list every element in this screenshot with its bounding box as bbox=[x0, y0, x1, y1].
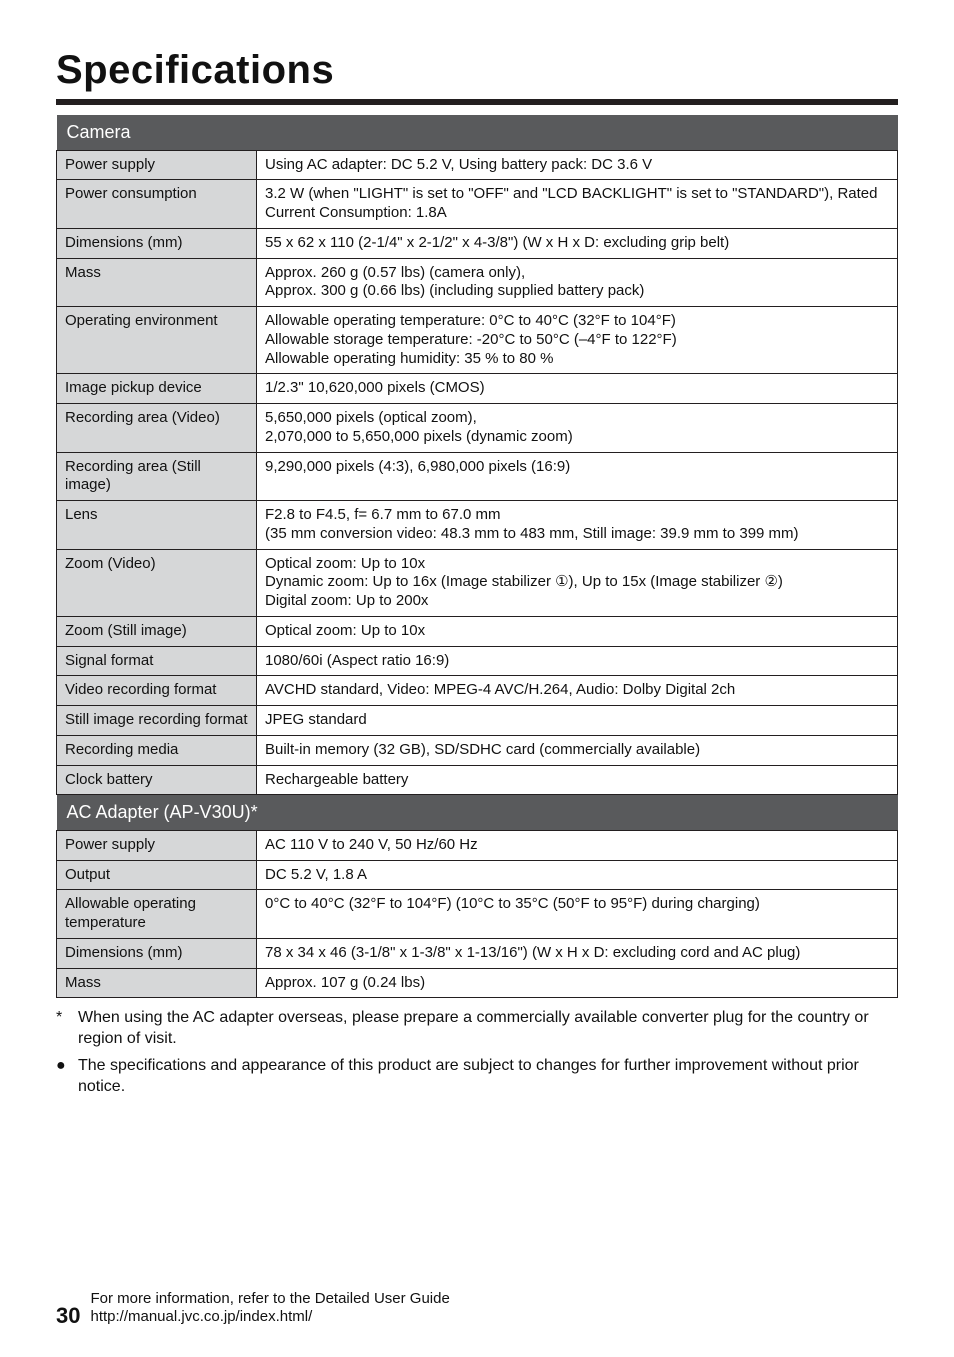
spec-label: Still image recording format bbox=[57, 706, 257, 736]
spec-value: 3.2 W (when "LIGHT" is set to "OFF" and … bbox=[257, 180, 898, 229]
footer: 30 For more information, refer to the De… bbox=[56, 1290, 450, 1328]
table-row: Signal format1080/60i (Aspect ratio 16:9… bbox=[57, 646, 898, 676]
table-row: MassApprox. 107 g (0.24 lbs) bbox=[57, 968, 898, 998]
table-row: OutputDC 5.2 V, 1.8 A bbox=[57, 860, 898, 890]
spec-label: Power supply bbox=[57, 150, 257, 180]
spec-value: 9,290,000 pixels (4:3), 6,980,000 pixels… bbox=[257, 452, 898, 501]
spec-value: AVCHD standard, Video: MPEG-4 AVC/H.264,… bbox=[257, 676, 898, 706]
spec-label: Dimensions (mm) bbox=[57, 228, 257, 258]
table-row: Zoom (Still image)Optical zoom: Up to 10… bbox=[57, 616, 898, 646]
table-row: LensF2.8 to F4.5, f= 6.7 mm to 67.0 mm(3… bbox=[57, 501, 898, 550]
spec-label: Dimensions (mm) bbox=[57, 938, 257, 968]
spec-value: Approx. 260 g (0.57 lbs) (camera only),A… bbox=[257, 258, 898, 307]
spec-label: Recording area (Video) bbox=[57, 404, 257, 453]
spec-label: Image pickup device bbox=[57, 374, 257, 404]
footer-line2: http://manual.jvc.co.jp/index.html/ bbox=[90, 1308, 449, 1327]
table-row: Dimensions (mm)55 x 62 x 110 (2-1/4" x 2… bbox=[57, 228, 898, 258]
spec-value: Optical zoom: Up to 10xDynamic zoom: Up … bbox=[257, 549, 898, 616]
page-number: 30 bbox=[56, 1305, 80, 1327]
spec-value: Rechargeable battery bbox=[257, 765, 898, 795]
table-row: Dimensions (mm)78 x 34 x 46 (3-1/8" x 1-… bbox=[57, 938, 898, 968]
table-row: Clock batteryRechargeable battery bbox=[57, 765, 898, 795]
table-row: Allowable operating temperature0°C to 40… bbox=[57, 890, 898, 939]
spec-label: Video recording format bbox=[57, 676, 257, 706]
spec-value: AC 110 V to 240 V, 50 Hz/60 Hz bbox=[257, 830, 898, 860]
spec-label: Output bbox=[57, 860, 257, 890]
title-rule bbox=[56, 99, 898, 105]
note-row: ●The specifications and appearance of th… bbox=[56, 1056, 898, 1098]
spec-value: F2.8 to F4.5, f= 6.7 mm to 67.0 mm(35 mm… bbox=[257, 501, 898, 550]
spec-value: 78 x 34 x 46 (3-1/8" x 1-3/8" x 1-13/16"… bbox=[257, 938, 898, 968]
spec-label: Operating environment bbox=[57, 307, 257, 374]
spec-value: Using AC adapter: DC 5.2 V, Using batter… bbox=[257, 150, 898, 180]
table-row: Still image recording formatJPEG standar… bbox=[57, 706, 898, 736]
spec-value: Optical zoom: Up to 10x bbox=[257, 616, 898, 646]
spec-label: Zoom (Video) bbox=[57, 549, 257, 616]
spec-value: DC 5.2 V, 1.8 A bbox=[257, 860, 898, 890]
table-row: Recording area (Video)5,650,000 pixels (… bbox=[57, 404, 898, 453]
section-header: AC Adapter (AP-V30U)* bbox=[57, 795, 898, 831]
spec-value: 55 x 62 x 110 (2-1/4" x 2-1/2" x 4-3/8")… bbox=[257, 228, 898, 258]
spec-label: Mass bbox=[57, 968, 257, 998]
spec-value: 0°C to 40°C (32°F to 104°F) (10°C to 35°… bbox=[257, 890, 898, 939]
notes: *When using the AC adapter overseas, ple… bbox=[56, 1008, 898, 1097]
table-row: Power supplyUsing AC adapter: DC 5.2 V, … bbox=[57, 150, 898, 180]
section-header: Camera bbox=[57, 115, 898, 150]
spec-label: Recording media bbox=[57, 735, 257, 765]
spec-value: 1/2.3" 10,620,000 pixels (CMOS) bbox=[257, 374, 898, 404]
spec-label: Signal format bbox=[57, 646, 257, 676]
spec-label: Power supply bbox=[57, 830, 257, 860]
table-row: Power supplyAC 110 V to 240 V, 50 Hz/60 … bbox=[57, 830, 898, 860]
table-row: Recording area (Still image)9,290,000 pi… bbox=[57, 452, 898, 501]
table-row: Recording mediaBuilt-in memory (32 GB), … bbox=[57, 735, 898, 765]
spec-value: 5,650,000 pixels (optical zoom),2,070,00… bbox=[257, 404, 898, 453]
spec-label: Mass bbox=[57, 258, 257, 307]
spec-value: 1080/60i (Aspect ratio 16:9) bbox=[257, 646, 898, 676]
table-row: Zoom (Video)Optical zoom: Up to 10xDynam… bbox=[57, 549, 898, 616]
table-row: MassApprox. 260 g (0.57 lbs) (camera onl… bbox=[57, 258, 898, 307]
spec-label: Recording area (Still image) bbox=[57, 452, 257, 501]
table-row: Image pickup device1/2.3" 10,620,000 pix… bbox=[57, 374, 898, 404]
note-marker: * bbox=[56, 1008, 78, 1050]
table-row: Video recording formatAVCHD standard, Vi… bbox=[57, 676, 898, 706]
spec-label: Clock battery bbox=[57, 765, 257, 795]
spec-label: Allowable operating temperature bbox=[57, 890, 257, 939]
note-marker: ● bbox=[56, 1056, 78, 1098]
footer-line1: For more information, refer to the Detai… bbox=[90, 1290, 449, 1309]
spec-value: JPEG standard bbox=[257, 706, 898, 736]
note-text: When using the AC adapter overseas, plea… bbox=[78, 1008, 898, 1050]
spec-label: Power consumption bbox=[57, 180, 257, 229]
spec-value: Allowable operating temperature: 0°C to … bbox=[257, 307, 898, 374]
spec-table: CameraPower supplyUsing AC adapter: DC 5… bbox=[56, 115, 898, 998]
note-text: The specifications and appearance of thi… bbox=[78, 1056, 898, 1098]
table-row: Operating environmentAllowable operating… bbox=[57, 307, 898, 374]
note-row: *When using the AC adapter overseas, ple… bbox=[56, 1008, 898, 1050]
spec-value: Built-in memory (32 GB), SD/SDHC card (c… bbox=[257, 735, 898, 765]
spec-value: Approx. 107 g (0.24 lbs) bbox=[257, 968, 898, 998]
table-row: Power consumption3.2 W (when "LIGHT" is … bbox=[57, 180, 898, 229]
page-title: Specifications bbox=[56, 48, 898, 93]
spec-label: Lens bbox=[57, 501, 257, 550]
spec-label: Zoom (Still image) bbox=[57, 616, 257, 646]
